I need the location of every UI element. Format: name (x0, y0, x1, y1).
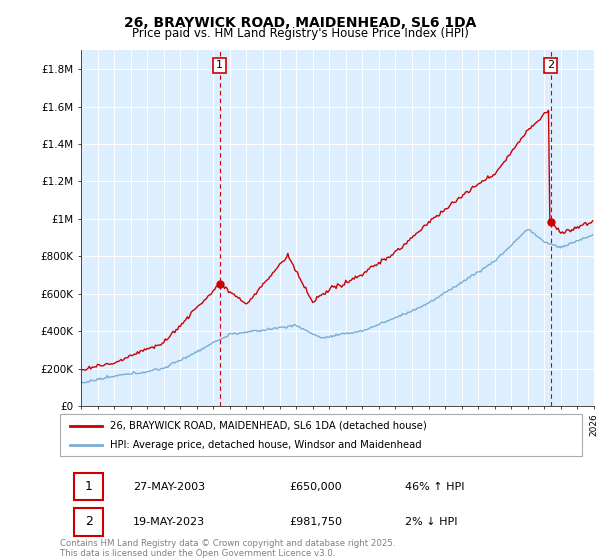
Text: 1: 1 (85, 480, 92, 493)
Text: 27-MAY-2003: 27-MAY-2003 (133, 482, 205, 492)
FancyBboxPatch shape (60, 414, 582, 456)
Text: £981,750: £981,750 (290, 517, 343, 527)
Text: 2: 2 (547, 60, 554, 71)
Text: 19-MAY-2023: 19-MAY-2023 (133, 517, 205, 527)
Text: 26, BRAYWICK ROAD, MAIDENHEAD, SL6 1DA (detached house): 26, BRAYWICK ROAD, MAIDENHEAD, SL6 1DA (… (110, 421, 427, 431)
Text: 1: 1 (216, 60, 223, 71)
Text: 26, BRAYWICK ROAD, MAIDENHEAD, SL6 1DA: 26, BRAYWICK ROAD, MAIDENHEAD, SL6 1DA (124, 16, 476, 30)
FancyBboxPatch shape (74, 473, 103, 501)
Text: Contains HM Land Registry data © Crown copyright and database right 2025.
This d: Contains HM Land Registry data © Crown c… (60, 539, 395, 558)
Text: 2: 2 (85, 515, 92, 529)
Text: Price paid vs. HM Land Registry's House Price Index (HPI): Price paid vs. HM Land Registry's House … (131, 27, 469, 40)
FancyBboxPatch shape (74, 508, 103, 535)
Text: HPI: Average price, detached house, Windsor and Maidenhead: HPI: Average price, detached house, Wind… (110, 440, 421, 450)
Text: 46% ↑ HPI: 46% ↑ HPI (404, 482, 464, 492)
Text: £650,000: £650,000 (290, 482, 343, 492)
Text: 2% ↓ HPI: 2% ↓ HPI (404, 517, 457, 527)
